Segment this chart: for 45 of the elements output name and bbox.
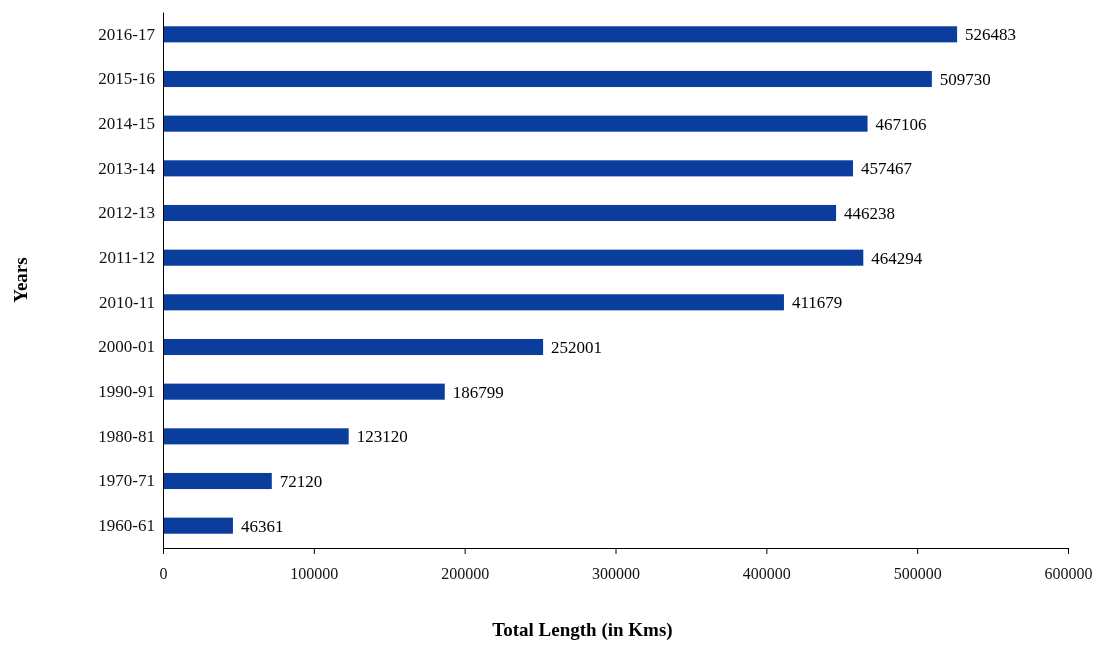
data-label: 464294: [871, 248, 923, 268]
y-tick-label: 1970-71: [98, 471, 155, 491]
y-tick-label: 2014-15: [98, 114, 155, 134]
data-label: 467106: [875, 114, 927, 134]
x-tick-label: 500000: [893, 565, 942, 583]
bar: [163, 338, 544, 356]
data-label: 123120: [356, 427, 408, 447]
y-tick-label: 2011-12: [98, 248, 155, 268]
x-axis-title: Total Length (in Kms): [492, 619, 673, 641]
x-tick-label: 0: [159, 565, 168, 583]
data-label: 446238: [844, 203, 896, 223]
bar: [163, 26, 958, 43]
bar: [163, 70, 932, 88]
y-tick-label: 2015-16: [98, 69, 155, 89]
data-label: 72120: [279, 471, 323, 491]
y-axis-title: Years: [10, 257, 31, 303]
bar: [163, 517, 233, 534]
data-label: 252001: [551, 337, 603, 357]
bar: [163, 249, 864, 266]
bar: [163, 428, 349, 445]
y-tick-label: 1990-91: [98, 382, 155, 402]
bar: [163, 204, 837, 222]
data-label: 186799: [452, 382, 504, 402]
y-tick-label: 2013-14: [98, 158, 156, 178]
y-tick-label: 2010-11: [98, 292, 155, 312]
data-label: 526483: [965, 25, 1017, 45]
bar: [163, 115, 868, 132]
bar: [163, 160, 854, 177]
y-tick-label: 2016-17: [98, 24, 156, 44]
data-label: 411679: [791, 293, 843, 313]
x-tick-label: 100000: [290, 565, 339, 583]
x-tick-label: 400000: [742, 565, 791, 583]
data-label: 457467: [861, 159, 913, 179]
data-label: 46361: [240, 516, 284, 536]
y-tick-label: 1980-81: [98, 426, 155, 446]
bar: [163, 294, 784, 311]
bar: [163, 383, 445, 400]
data-label: 509730: [939, 69, 991, 89]
y-tick-label: 2000-01: [98, 337, 155, 357]
x-tick-label: 600000: [1044, 565, 1093, 583]
y-tick-label: 1960-61: [98, 516, 155, 536]
bar: [163, 472, 272, 490]
x-tick-label: 300000: [592, 565, 640, 583]
y-tick-label: 2012-13: [98, 203, 155, 223]
x-tick-label: 200000: [441, 565, 490, 583]
